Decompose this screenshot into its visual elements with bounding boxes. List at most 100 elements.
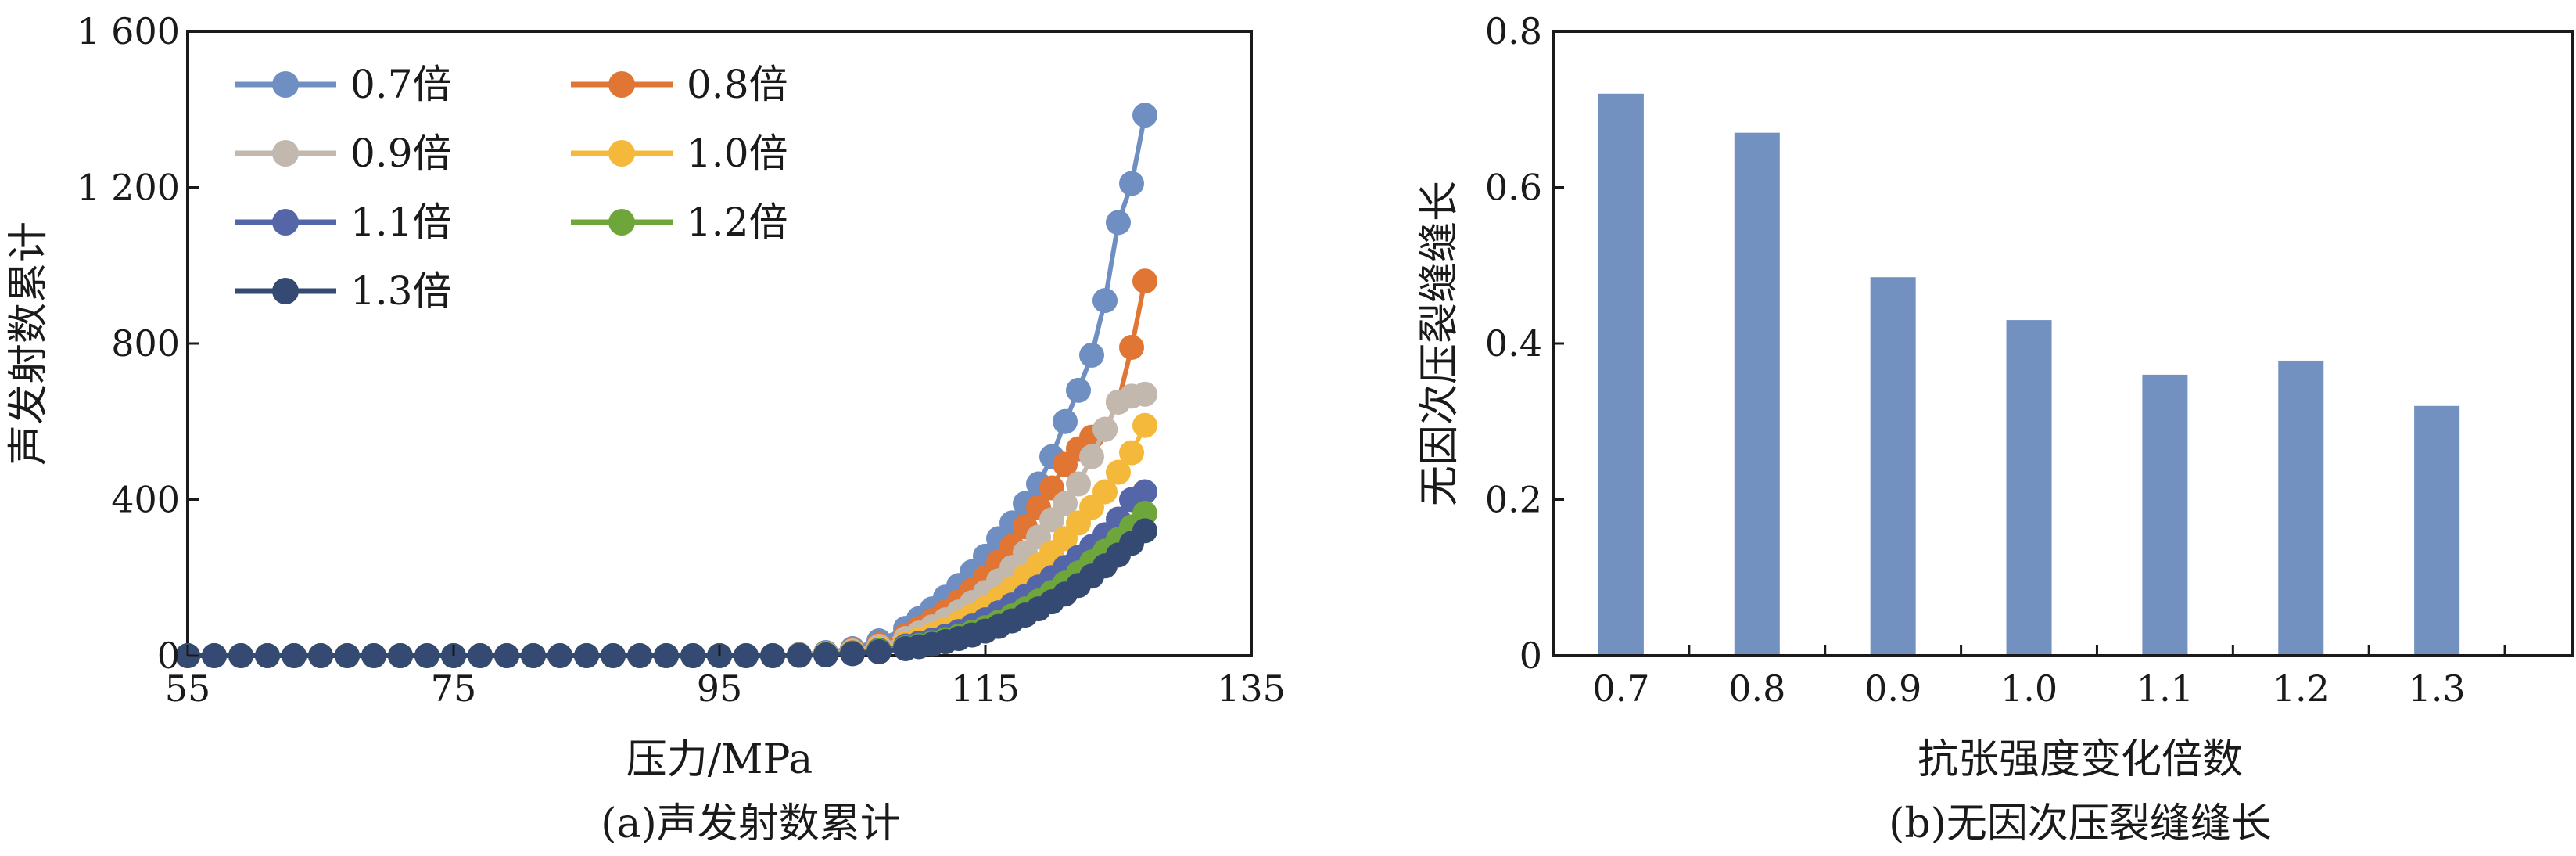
legend-swatch-marker: [608, 209, 635, 236]
data-point: [1132, 500, 1157, 526]
chart-a-ticks-layer: 55 75 95 115 135 0 400 800 1 200 1 600: [77, 10, 1286, 710]
chart-a-x-tick-label: 115: [951, 667, 1020, 710]
legend-label: 1.0倍: [687, 131, 788, 176]
data-point: [1132, 412, 1157, 438]
legend-label: 1.3倍: [350, 268, 452, 314]
data-point: [1119, 171, 1144, 196]
data-point: [361, 643, 386, 668]
chart-a-y-tick-label: 0: [157, 635, 180, 677]
chart-b-bars-layer: [1598, 93, 2460, 656]
chart-b-y-tick-label: 0.4: [1485, 322, 1542, 365]
data-point: [1053, 491, 1078, 516]
data-point: [787, 642, 812, 668]
data-point: [760, 643, 785, 668]
bar-1.3: [2414, 405, 2460, 656]
chart-a-legend: 0.7倍 0.8倍 0.9倍 1.0倍 1.1倍 1.2倍 1.3倍: [235, 62, 788, 314]
bar-1.0: [2006, 320, 2052, 656]
chart-a-x-axis-label: 压力/MPa: [626, 736, 813, 783]
legend-label: 0.7倍: [350, 62, 452, 107]
bar-0.9: [1870, 277, 1916, 656]
chart-b-x-tick-label: 1.2: [2273, 667, 2330, 710]
data-point: [521, 643, 546, 668]
data-point: [813, 642, 838, 668]
data-point: [494, 643, 519, 668]
chart-b: 0.7 0.8 0.9 1.0 1.1 1.2 1.3 0 0.2 0.4 0.6 0.8 抗张强度变…: [1416, 10, 2574, 847]
chart-a-caption: (a)声发射数累计: [601, 800, 901, 847]
data-point: [414, 643, 439, 668]
legend-item: 1.3倍: [235, 268, 452, 314]
data-point: [1106, 210, 1131, 236]
chart-b-x-tick-label: 1.1: [2137, 667, 2194, 710]
chart-b-x-tick-label: 0.7: [1592, 667, 1649, 710]
data-point: [654, 643, 679, 668]
data-point: [1132, 479, 1157, 505]
data-point: [228, 643, 253, 668]
chart-a-x-tick-label: 95: [697, 667, 743, 710]
data-point: [1092, 288, 1118, 314]
legend-swatch-marker: [272, 71, 299, 98]
chart-a-y-tick-label: 1 600: [77, 10, 180, 52]
chart-b-y-tick-label: 0.6: [1485, 167, 1542, 209]
legend-item: 1.2倍: [571, 200, 788, 245]
data-point: [335, 643, 360, 668]
chart-a-x-tick-label: 75: [431, 667, 477, 710]
data-point: [1053, 408, 1078, 434]
data-point: [1119, 440, 1144, 466]
data-point: [840, 641, 865, 667]
data-point: [1132, 381, 1157, 407]
legend-item: 0.9倍: [235, 131, 452, 176]
data-point: [866, 639, 892, 665]
data-point: [547, 643, 572, 668]
data-point: [680, 643, 705, 668]
chart-a-y-tick-label: 400: [111, 479, 180, 521]
chart-b-x-tick-label: 0.9: [1864, 667, 1921, 710]
legend-swatch-marker: [272, 140, 299, 167]
chart-b-y-tick-label: 0: [1519, 635, 1542, 677]
legend-label: 0.9倍: [350, 131, 452, 176]
data-point: [601, 643, 626, 668]
chart-b-ticks-layer: 0.7 0.8 0.9 1.0 1.1 1.2 1.3 0 0.2 0.4 0.6 0.8: [1485, 10, 2506, 710]
data-point: [255, 643, 280, 668]
legend-swatch-marker: [272, 209, 299, 236]
legend-item: 1.0倍: [571, 131, 788, 176]
data-point: [1132, 268, 1157, 294]
data-point: [388, 643, 413, 668]
legend-swatch-marker: [608, 140, 635, 167]
legend-swatch-marker: [608, 71, 635, 98]
data-point: [627, 643, 652, 668]
chart-a-x-tick-label: 55: [165, 667, 211, 710]
chart-b-x-axis-label: 抗张强度变化倍数: [1918, 736, 2243, 783]
bar-1.1: [2142, 374, 2188, 656]
legend-label: 0.8倍: [687, 62, 788, 107]
data-point: [282, 643, 307, 668]
data-point: [1092, 416, 1118, 442]
bar-1.2: [2278, 360, 2324, 656]
chart-b-y-tick-label: 0.2: [1485, 479, 1542, 521]
chart-b-y-tick-label: 0.8: [1485, 10, 1542, 52]
data-point: [202, 643, 227, 668]
data-point: [734, 643, 759, 668]
legend-swatch-marker: [272, 278, 299, 304]
data-point: [1119, 334, 1144, 360]
legend-item: 0.7倍: [235, 62, 452, 107]
legend-item: 0.8倍: [571, 62, 788, 107]
legend-label: 1.1倍: [350, 200, 452, 245]
chart-b-x-tick-label: 0.8: [1728, 667, 1785, 710]
data-point: [1066, 471, 1091, 497]
chart-a-series-layer: [175, 103, 1157, 668]
bar-0.7: [1598, 93, 1644, 656]
series-1.3倍: [175, 518, 1157, 668]
chart-a-x-tick-label: 135: [1217, 667, 1286, 710]
chart-b-caption: (b)无因次压裂缝缝长: [1889, 800, 2272, 847]
legend-label: 1.2倍: [687, 200, 788, 245]
data-point: [1092, 479, 1118, 505]
legend-item: 1.1倍: [235, 200, 452, 245]
chart-b-x-tick-label: 1.0: [2000, 667, 2058, 710]
data-point: [1066, 377, 1091, 403]
chart-a-y-tick-label: 1 200: [77, 167, 180, 209]
data-point: [308, 643, 333, 668]
chart-a-y-axis-label: 声发射数累计: [5, 221, 52, 466]
chart-b-x-tick-label: 1.3: [2409, 667, 2466, 710]
data-point: [1132, 103, 1157, 128]
